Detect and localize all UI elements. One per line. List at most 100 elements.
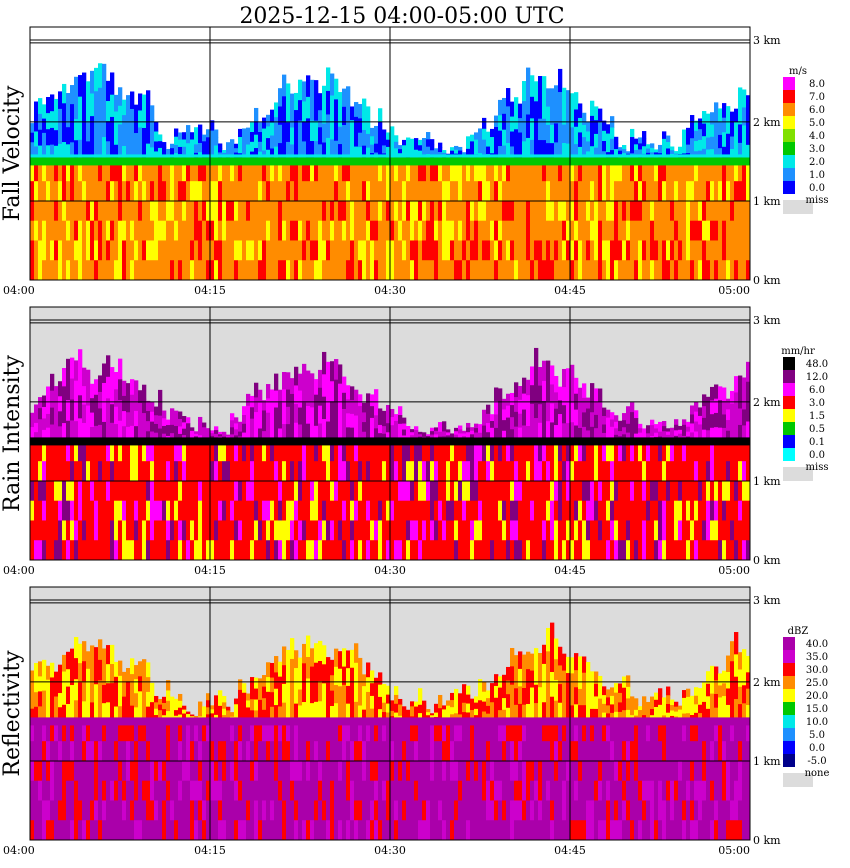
heatmap-cell bbox=[302, 101, 307, 122]
heatmap-cell bbox=[270, 520, 275, 541]
heatmap-cell bbox=[406, 820, 411, 841]
heatmap-cell bbox=[62, 240, 67, 261]
heatmap-cell bbox=[422, 800, 427, 821]
heatmap-cell bbox=[338, 668, 343, 687]
heatmap-cell bbox=[302, 721, 307, 742]
heatmap-cell bbox=[542, 520, 547, 541]
heatmap-cell bbox=[514, 520, 519, 541]
heatmap-cell bbox=[690, 260, 695, 281]
heatmap-cell bbox=[278, 540, 283, 561]
heatmap-cell bbox=[330, 361, 335, 382]
heatmap-cell bbox=[282, 683, 287, 704]
heatmap-cell bbox=[50, 692, 55, 708]
heatmap-cell bbox=[354, 760, 359, 782]
heatmap-cell bbox=[202, 148, 207, 156]
heatmap-cell bbox=[470, 820, 475, 841]
heatmap-cell bbox=[134, 240, 139, 261]
heatmap-cell bbox=[418, 520, 423, 541]
heatmap-cell bbox=[54, 708, 59, 722]
heatmap-cell bbox=[42, 220, 47, 241]
heatmap-cell bbox=[110, 664, 115, 684]
heatmap-cell bbox=[582, 500, 587, 521]
heatmap-cell bbox=[190, 434, 195, 439]
heatmap-cell bbox=[106, 500, 111, 521]
heatmap-cell bbox=[398, 240, 403, 261]
heatmap-cell bbox=[438, 701, 443, 709]
heatmap-cell bbox=[70, 441, 75, 462]
heatmap-cell bbox=[594, 500, 599, 521]
heatmap-cell bbox=[738, 220, 743, 241]
heatmap-cell bbox=[262, 220, 267, 241]
heatmap-cell bbox=[542, 380, 547, 402]
heatmap-cell bbox=[66, 780, 71, 801]
heatmap-cell bbox=[506, 480, 511, 502]
heatmap-cell bbox=[430, 161, 435, 182]
heatmap-cell bbox=[238, 780, 243, 801]
heatmap-cell bbox=[266, 500, 271, 521]
heatmap-cell bbox=[390, 425, 395, 434]
heatmap-cell bbox=[166, 152, 171, 156]
heatmap-cell bbox=[102, 760, 107, 782]
heatmap-cell bbox=[230, 220, 235, 241]
heatmap-cell bbox=[190, 780, 195, 801]
heatmap-cell bbox=[390, 200, 395, 222]
heatmap-cell bbox=[366, 706, 371, 722]
heatmap-cell bbox=[682, 240, 687, 261]
heatmap-cell bbox=[462, 780, 467, 801]
heatmap-cell bbox=[530, 480, 535, 502]
heatmap-cell bbox=[526, 461, 531, 482]
heatmap-cell bbox=[326, 90, 331, 115]
heatmap-cell bbox=[738, 105, 743, 125]
heatmap-cell bbox=[666, 500, 671, 521]
heatmap-cell bbox=[370, 695, 375, 710]
heatmap-cell bbox=[382, 441, 387, 462]
heatmap-cell bbox=[82, 386, 87, 406]
heatmap-cell bbox=[202, 431, 207, 438]
heatmap-cell bbox=[114, 820, 119, 841]
heatmap-cell bbox=[170, 181, 175, 202]
heatmap-cell bbox=[106, 200, 111, 222]
heatmap-cell bbox=[406, 149, 411, 156]
heatmap-cell bbox=[310, 800, 315, 821]
heatmap-cell bbox=[150, 702, 155, 713]
legend-label: 4.0 bbox=[809, 131, 825, 142]
heatmap-cell bbox=[42, 418, 47, 431]
heatmap-cell bbox=[510, 780, 515, 801]
heatmap-cell bbox=[42, 461, 47, 482]
heatmap-cell bbox=[74, 441, 79, 462]
heatmap-cell bbox=[150, 692, 155, 703]
heatmap-cell bbox=[366, 161, 371, 182]
heatmap-cell bbox=[142, 659, 147, 676]
heatmap-cell bbox=[70, 685, 75, 704]
heatmap-cell bbox=[522, 161, 527, 182]
heatmap-cell bbox=[178, 700, 183, 709]
heatmap-cell bbox=[622, 181, 627, 202]
heatmap-cell bbox=[346, 800, 351, 821]
heatmap-cell bbox=[426, 461, 431, 482]
heatmap-cell bbox=[170, 780, 175, 801]
heatmap-cell bbox=[46, 721, 51, 742]
heatmap-cell bbox=[586, 520, 591, 541]
heatmap-cell bbox=[530, 260, 535, 281]
heatmap-cell bbox=[706, 113, 711, 127]
heatmap-cell bbox=[654, 520, 659, 541]
heatmap-cell bbox=[482, 220, 487, 241]
heatmap-cell bbox=[598, 135, 603, 149]
heatmap-cell bbox=[134, 200, 139, 222]
heatmap-cell bbox=[78, 181, 83, 202]
heatmap-cell bbox=[138, 144, 143, 162]
heatmap-cell bbox=[230, 150, 235, 157]
heatmap-cell bbox=[186, 741, 191, 762]
heatmap-cell bbox=[526, 800, 531, 821]
heatmap-cell bbox=[122, 500, 127, 521]
heatmap-cell bbox=[470, 430, 475, 435]
heatmap-cell bbox=[354, 480, 359, 502]
heatmap-cell bbox=[98, 161, 103, 182]
heatmap-cell bbox=[550, 161, 555, 182]
heatmap-cell bbox=[674, 419, 679, 426]
heatmap-cell bbox=[110, 780, 115, 801]
heatmap-cell bbox=[294, 240, 299, 261]
heatmap-cell bbox=[306, 780, 311, 801]
heatmap-cell bbox=[554, 260, 559, 281]
